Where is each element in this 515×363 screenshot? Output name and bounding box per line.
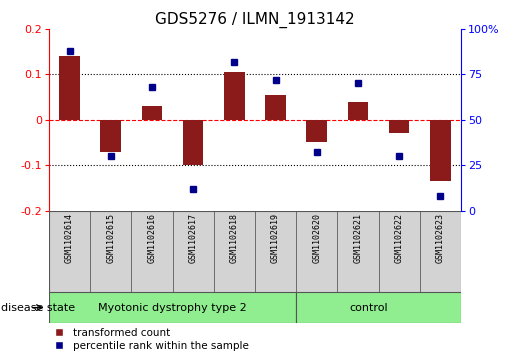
Text: GSM1102616: GSM1102616 <box>147 213 157 263</box>
Bar <box>337 211 379 292</box>
Bar <box>379 211 420 292</box>
Bar <box>59 56 80 120</box>
Bar <box>214 211 255 292</box>
Bar <box>296 211 337 292</box>
Text: control: control <box>349 303 388 313</box>
Bar <box>306 120 327 142</box>
Text: GSM1102621: GSM1102621 <box>353 213 363 263</box>
Bar <box>49 292 296 323</box>
Text: GSM1102623: GSM1102623 <box>436 213 445 263</box>
Text: GSM1102614: GSM1102614 <box>65 213 74 263</box>
Bar <box>142 106 162 120</box>
Text: GSM1102615: GSM1102615 <box>106 213 115 263</box>
Bar <box>265 95 286 120</box>
Title: GDS5276 / ILMN_1913142: GDS5276 / ILMN_1913142 <box>155 12 355 28</box>
Bar <box>183 120 203 165</box>
Bar <box>389 120 409 133</box>
Text: Myotonic dystrophy type 2: Myotonic dystrophy type 2 <box>98 303 247 313</box>
Bar <box>131 211 173 292</box>
Bar <box>420 211 461 292</box>
Bar <box>348 102 368 120</box>
Text: GSM1102622: GSM1102622 <box>394 213 404 263</box>
Bar <box>49 211 90 292</box>
Bar <box>255 211 296 292</box>
Bar <box>296 292 461 323</box>
Text: GSM1102620: GSM1102620 <box>312 213 321 263</box>
Text: GSM1102619: GSM1102619 <box>271 213 280 263</box>
Text: GSM1102618: GSM1102618 <box>230 213 239 263</box>
Bar <box>224 72 245 120</box>
Text: GSM1102617: GSM1102617 <box>188 213 198 263</box>
Text: disease state: disease state <box>1 303 75 313</box>
Bar <box>430 120 451 181</box>
Bar <box>100 120 121 152</box>
Bar <box>173 211 214 292</box>
Bar <box>90 211 131 292</box>
Legend: transformed count, percentile rank within the sample: transformed count, percentile rank withi… <box>54 328 249 351</box>
